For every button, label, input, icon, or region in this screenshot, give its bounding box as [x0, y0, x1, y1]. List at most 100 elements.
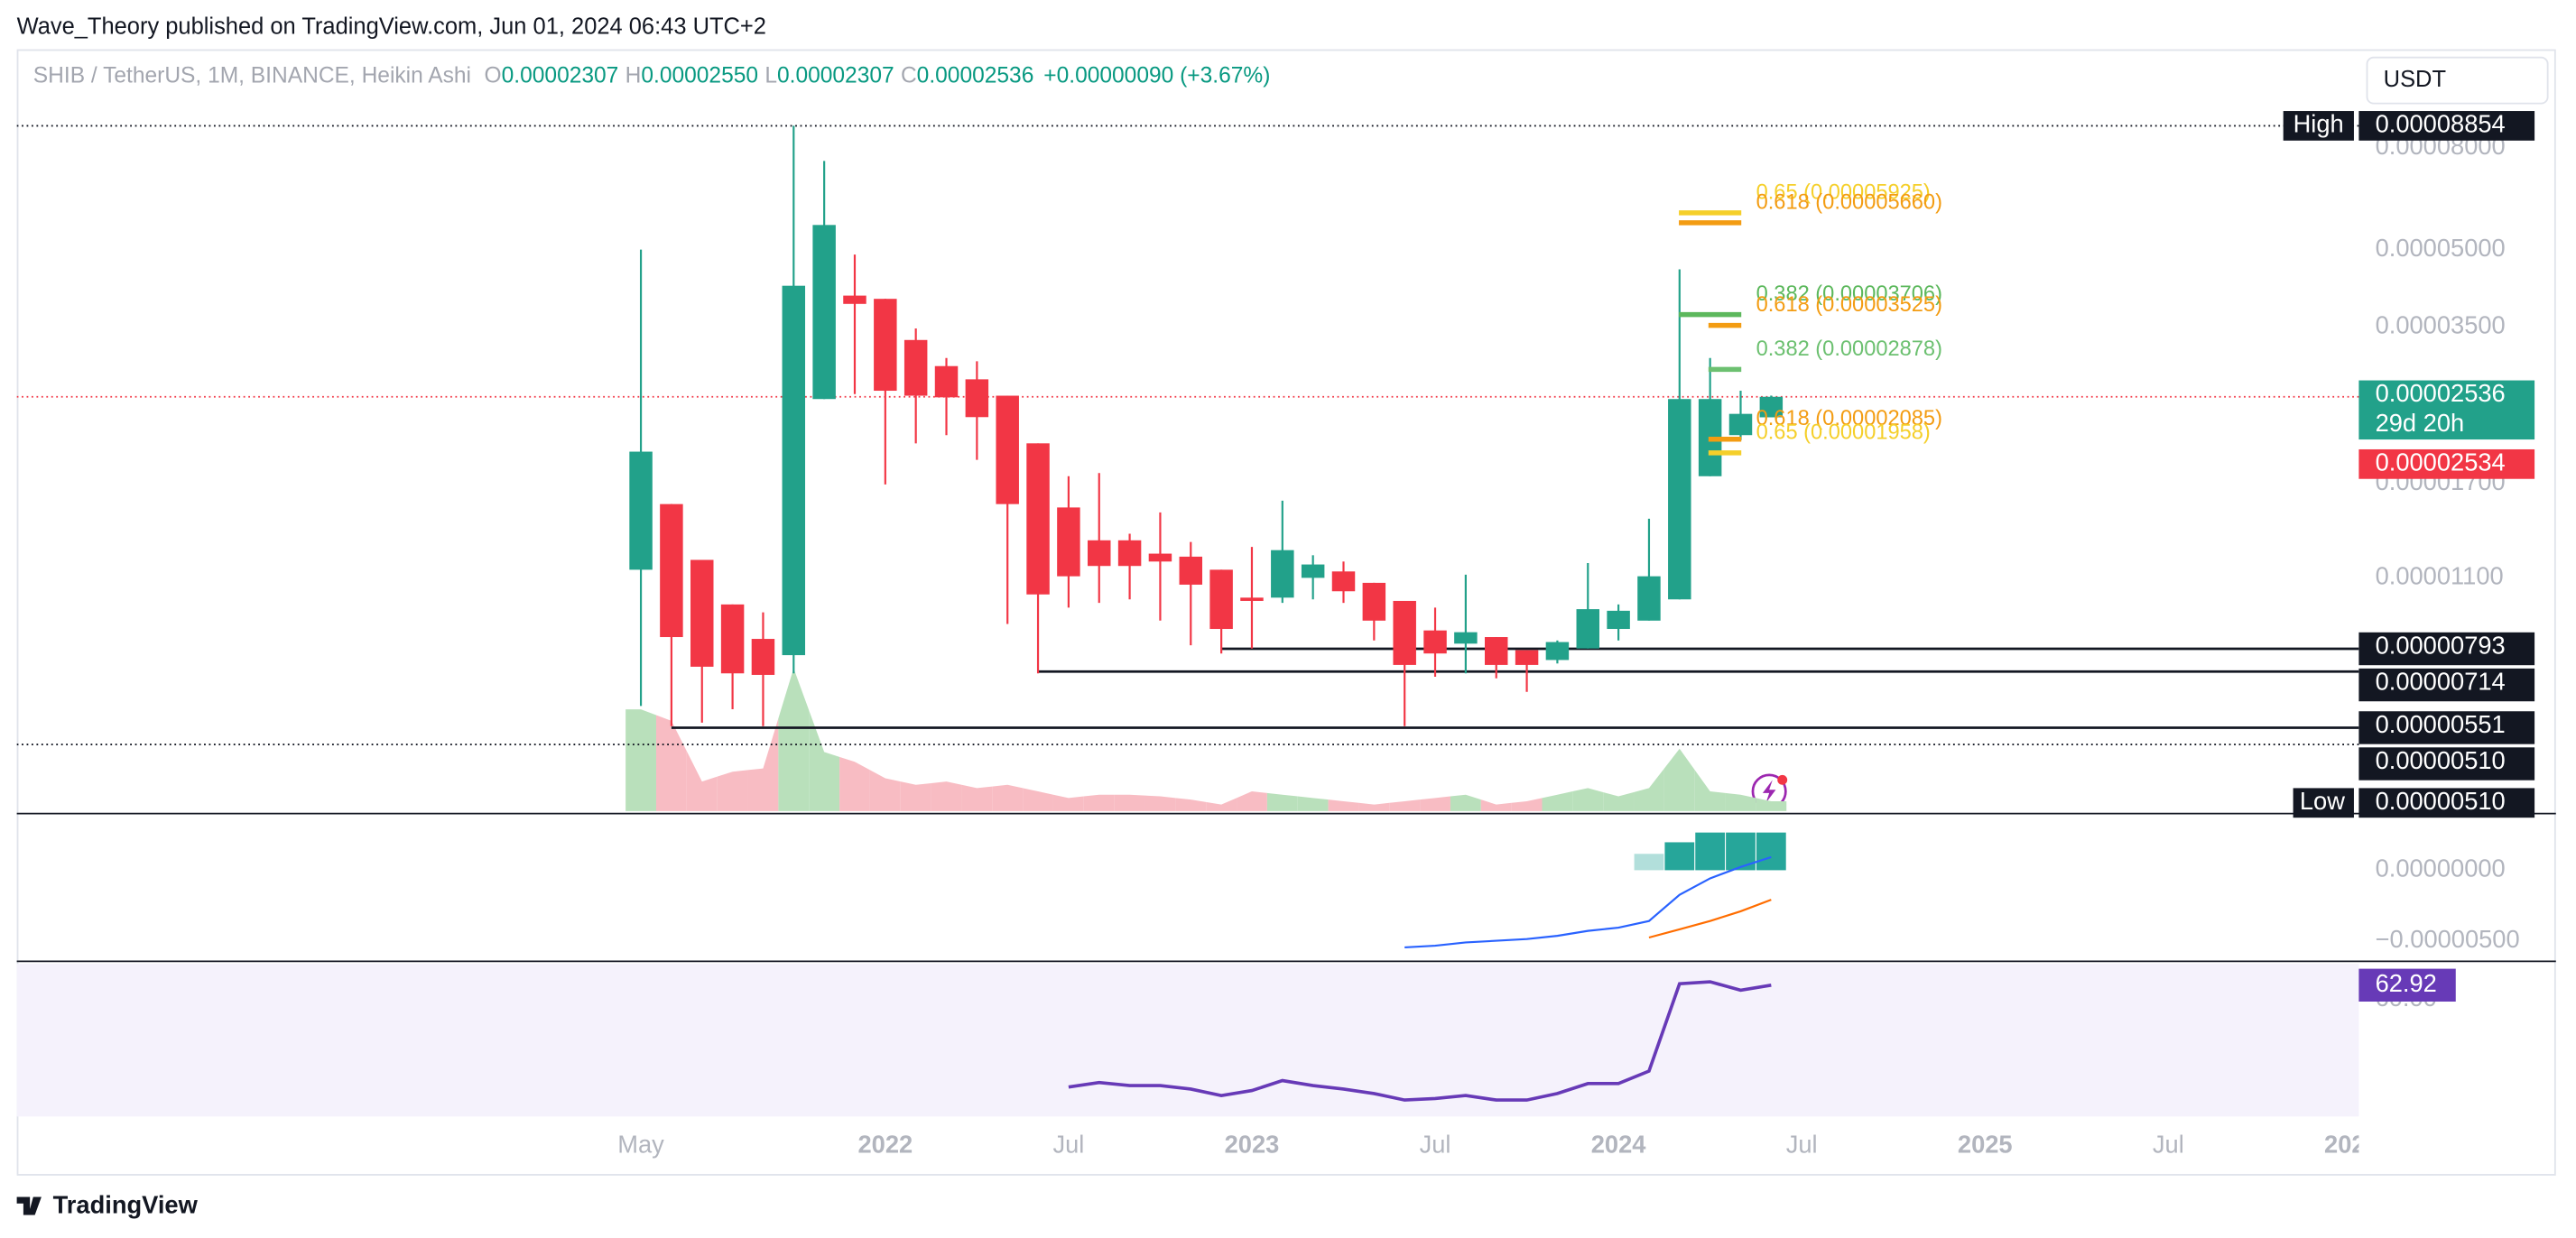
volume-area: [1542, 791, 1573, 811]
candle-body: [1393, 600, 1416, 665]
x-tick-label: Jul: [1420, 1130, 1451, 1158]
real-price-tag-text: 0.00002534: [2376, 448, 2506, 476]
volume-area: [1389, 799, 1421, 811]
level-tag-text: 0.00000551: [2376, 710, 2506, 738]
fib-label: 0.382 (0.00003706): [1756, 282, 1942, 306]
last-price-tag-box: [2358, 380, 2535, 440]
candle-body: [1728, 413, 1753, 436]
macd-plot: [1404, 832, 1786, 949]
candle-body: [1545, 642, 1570, 661]
volume-area: [1052, 794, 1084, 811]
candle-body: [874, 299, 897, 392]
event-icon-bolt[interactable]: [1762, 780, 1776, 803]
macd-line: [1404, 855, 1772, 949]
volume-area: [1358, 802, 1390, 811]
rsi-line: [1068, 980, 1772, 1102]
volume-area: [686, 751, 718, 811]
currency-button[interactable]: USDT: [2366, 56, 2549, 105]
macd-histogram-bar: [1695, 832, 1726, 871]
candle-body: [629, 451, 653, 570]
volume-area: [1450, 794, 1481, 811]
candle-body: [996, 395, 1019, 504]
candle-body: [903, 339, 928, 396]
candle-body: [782, 285, 806, 656]
ohlc-value: 0.00002307: [502, 64, 619, 88]
candle-body: [1423, 630, 1447, 654]
low-tag-box: [2293, 788, 2354, 818]
candle-body: [965, 379, 989, 418]
candle-body: [1515, 650, 1539, 665]
low-value-tag-text: 0.00000510: [2376, 787, 2506, 815]
candle-body: [1148, 553, 1172, 562]
volume-area: [809, 709, 840, 811]
rsi-plot: [1068, 980, 1772, 1102]
rsi-tag-text: 62.92: [2376, 969, 2437, 997]
macd-histogram-bar: [1634, 854, 1664, 871]
volume-area: [1511, 798, 1543, 811]
candle-body: [1179, 556, 1203, 585]
ohlc-key: O: [485, 64, 502, 88]
volume-area: [992, 784, 1024, 811]
volume-area: [1420, 796, 1450, 811]
macd-tick-label: −0.00000500: [2376, 925, 2520, 953]
candle-body: [1637, 576, 1661, 621]
candle-body: [751, 639, 775, 675]
ohlc-value: 0.00002550: [641, 64, 758, 88]
footer-logo[interactable]: TradingView: [16, 1191, 199, 1219]
ohlc-key: H: [625, 64, 642, 88]
level-tag-box: [2358, 632, 2535, 666]
chart-frame: [16, 49, 2556, 1176]
logo-text[interactable]: TradingView: [53, 1191, 199, 1219]
level-tag-box: [2358, 747, 2535, 781]
volume-area: [900, 781, 931, 811]
candle-body: [843, 295, 866, 304]
event-icon-dot[interactable]: [1777, 774, 1788, 785]
candle-body: [812, 225, 836, 400]
logo-mark[interactable]: [16, 1196, 42, 1215]
candle-body: [1484, 637, 1508, 665]
publish-header: Wave_Theory published on TradingView.com…: [17, 14, 766, 40]
low-value-tag-box: [2358, 788, 2535, 818]
volume-area: [778, 668, 810, 811]
volume-area: [1725, 792, 1756, 811]
ohlc-key: L: [764, 64, 777, 88]
real-price-tag-box: [2358, 448, 2535, 479]
high-value-tag-box: [2358, 111, 2535, 141]
volume-area: [1237, 791, 1267, 811]
x-axis: May 2022 Jul 2023 Jul 2024 Jul 2025 Jul 2026: [617, 1130, 2379, 1158]
candle-body: [1454, 632, 1478, 644]
candle-body: [660, 504, 683, 638]
volume-area: [1114, 794, 1145, 811]
x-tick-label: 2023: [1225, 1130, 1280, 1158]
volume-area: [869, 770, 901, 811]
candle-body: [1088, 540, 1111, 567]
candle-body: [720, 604, 745, 674]
candle-body: [1576, 609, 1600, 649]
volume-area: [747, 718, 779, 811]
volume-area: [931, 781, 962, 811]
price-plot: 0.65 (0.00005925)0.618 (0.00005660) 0.382…: [16, 125, 2359, 811]
candle-body: [1607, 610, 1630, 630]
currency-button-box[interactable]: [2366, 56, 2549, 105]
fib-label: 0.65 (0.00001958): [1756, 420, 1931, 444]
volume-area: [717, 770, 748, 811]
x-tick-label: 2026: [2324, 1130, 2379, 1158]
level-tag-box: [2358, 711, 2535, 744]
x-tick-label: Jul: [2153, 1130, 2184, 1158]
volume-area: [1297, 796, 1329, 811]
low-tag-text: Low: [2300, 787, 2345, 815]
signal-line: [1648, 899, 1772, 939]
x-tick-label: 2022: [857, 1130, 913, 1158]
macd-tick-label: 0.00000000: [2376, 855, 2506, 882]
event-icon[interactable]: [1751, 773, 1788, 809]
last-price-tag-text: 0.00002536: [2376, 379, 2506, 407]
candle-body: [1209, 569, 1233, 630]
volume-area: [1023, 788, 1053, 811]
volume-area: [625, 709, 656, 811]
fib-label: 0.382 (0.00002878): [1756, 337, 1942, 361]
volume-area: [1083, 794, 1115, 811]
currency-button-label[interactable]: USDT: [2384, 67, 2446, 92]
volume-area: [1694, 770, 1726, 811]
fib-label: 0.618 (0.00003525): [1756, 293, 1942, 317]
